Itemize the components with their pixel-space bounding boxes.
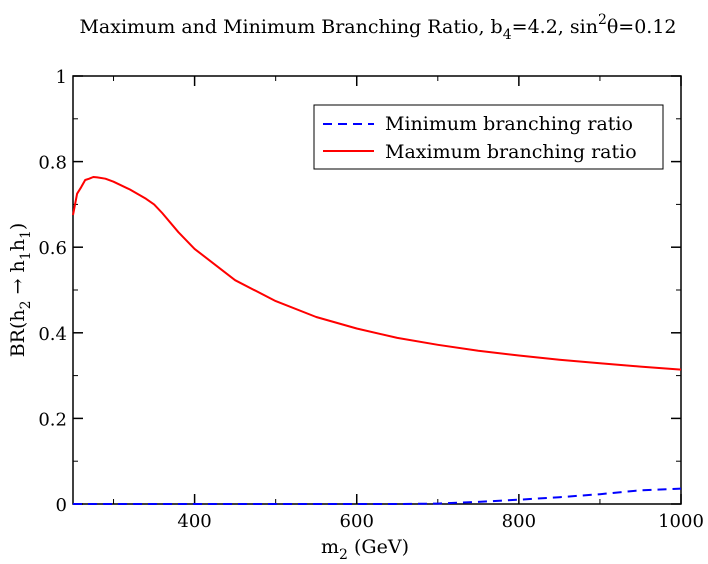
y-label-p1: BR(h (7, 309, 29, 357)
x-label-rest: (GeV) (348, 536, 409, 558)
y-label-p4: ) (7, 223, 29, 230)
y-tick-label: 0.8 (38, 153, 67, 174)
y-label-arrow: → h (7, 260, 29, 300)
y-tick-label: 0.2 (38, 409, 67, 430)
series-line-minimum (73, 487, 682, 505)
legend: Minimum branching ratio Maximum branchin… (313, 104, 664, 170)
title-theta-value: θ=0.12 (607, 16, 677, 38)
title-sin-superscript: 2 (598, 12, 607, 28)
x-tick-label: 600 (340, 511, 374, 532)
x-label-main: m (321, 536, 339, 558)
y-label-s1: 2 (18, 300, 34, 309)
x-tick-label: 400 (177, 511, 211, 532)
legend-box (313, 104, 664, 170)
y-label-s2: 1 (18, 251, 34, 260)
x-tick-label: 800 (502, 511, 536, 532)
axis-ticks: 400 600 800 1000 0 0.2 0.4 0.6 0.8 1 (38, 67, 704, 532)
title-prefix: Maximum and Minimum Branching Ratio, b (79, 16, 502, 38)
legend-label-minimum: Minimum branching ratio (385, 113, 633, 135)
y-tick-label: 0.4 (38, 324, 67, 345)
y-axis-label: BR(h2 → h1h1) (7, 223, 34, 358)
y-label-p3: h (7, 239, 29, 251)
y-label-s3: 1 (18, 230, 34, 239)
y-tick-label: 0.6 (38, 238, 67, 259)
y-tick-label: 1 (56, 67, 67, 88)
x-tick-label: 1000 (658, 511, 704, 532)
series-line-maximum (72, 176, 682, 371)
title-b-value: =4.2, sin (512, 16, 598, 38)
legend-label-maximum: Maximum branching ratio (385, 141, 637, 163)
series-layer (72, 176, 682, 505)
title-b-subscript: 4 (503, 27, 512, 43)
y-tick-label: 0 (56, 495, 67, 516)
x-axis-label: m2 (GeV) (321, 536, 409, 563)
x-label-sub: 2 (339, 547, 348, 563)
chart-title: Maximum and Minimum Branching Ratio, b4=… (79, 12, 676, 43)
